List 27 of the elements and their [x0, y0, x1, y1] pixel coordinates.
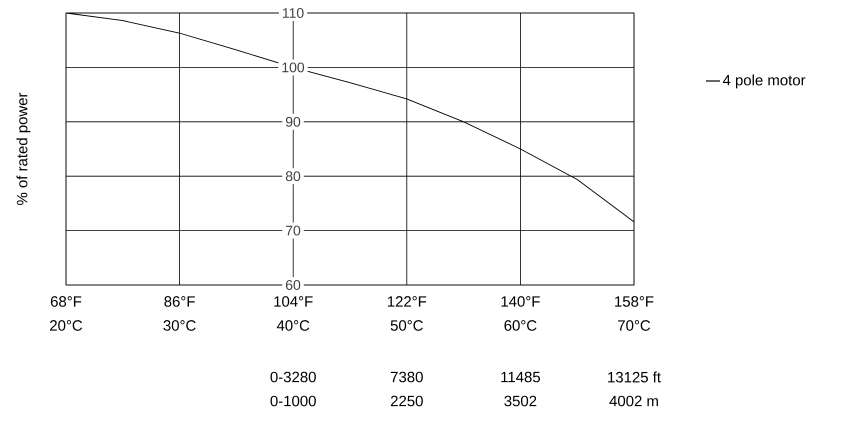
x-tick-label: 40°C [276, 320, 310, 331]
x2-tick-label: 86°F [164, 296, 195, 307]
x-tick-label: 70°C [618, 320, 650, 331]
x2-tick-label: 140°F [502, 296, 540, 307]
x-tick-label: 50°C [390, 320, 423, 331]
text: 0-1000 [270, 396, 316, 406]
text: 2250 [390, 396, 423, 406]
y-tick-label: 90 [286, 116, 300, 127]
x2-tick-label: 104°F [274, 296, 313, 307]
x2-tick-label: 122°F [388, 296, 426, 307]
text: 0-3280 [270, 372, 316, 382]
y-tick-label: 110 [282, 8, 304, 18]
x-tick-label: 20°C [50, 320, 82, 331]
text: 7380 [390, 372, 423, 382]
y-tick-label: 60 [286, 280, 300, 290]
x2-tick-label: 158°F [615, 296, 654, 307]
y-axis-title: % of rated power [16, 92, 30, 205]
legend-label: 4 pole motor [722, 74, 806, 88]
x-tick-label: 30°C [163, 320, 196, 331]
text: 4002 m [609, 396, 658, 406]
text: 3502 [504, 396, 536, 406]
x2-tick-label: 68°F [50, 296, 82, 307]
y-tick-label: 70 [286, 226, 300, 236]
text: 13125 ft [608, 372, 661, 382]
x-tick-label: 60°C [504, 320, 537, 331]
text: 11485 [501, 372, 540, 382]
y-tick-label: 80 [286, 171, 300, 182]
